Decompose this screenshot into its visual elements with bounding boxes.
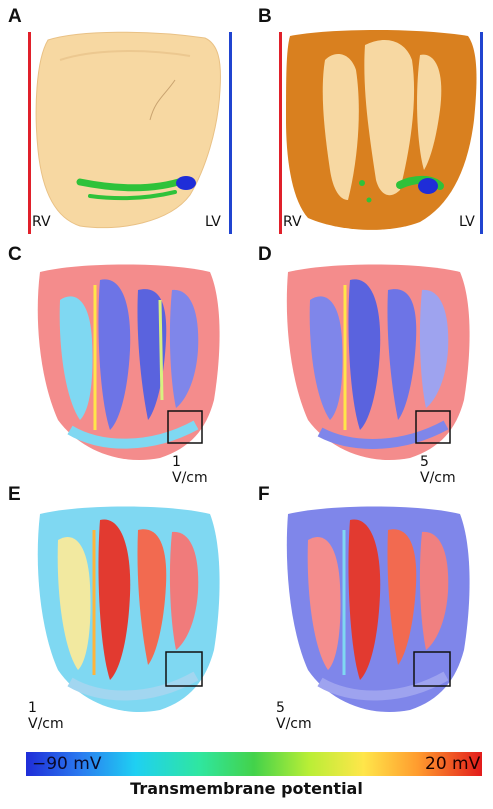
panel-label-e: E: [8, 484, 21, 505]
colorbar-max-label: 20 mV: [425, 754, 481, 774]
panel-label-d: D: [258, 244, 272, 265]
field-strength-f: 5 V/cm: [276, 700, 312, 732]
colorbar-title: Transmembrane potential: [130, 779, 363, 798]
rv-label-b: RV: [283, 214, 302, 230]
rv-label-a: RV: [32, 214, 51, 230]
field-strength-c: 1 V/cm: [172, 454, 208, 486]
panel-label-b: B: [258, 6, 272, 27]
colorbar-min-label: −90 mV: [32, 754, 102, 774]
lv-label-b: LV: [459, 214, 475, 230]
colorbar: [26, 752, 482, 776]
lv-label-a: LV: [205, 214, 221, 230]
panel-label-c: C: [8, 244, 22, 265]
panel-label-f: F: [258, 484, 270, 505]
field-strength-e: 1 V/cm: [28, 700, 64, 732]
panel-label-a: A: [8, 6, 22, 27]
field-strength-d: 5 V/cm: [420, 454, 456, 486]
